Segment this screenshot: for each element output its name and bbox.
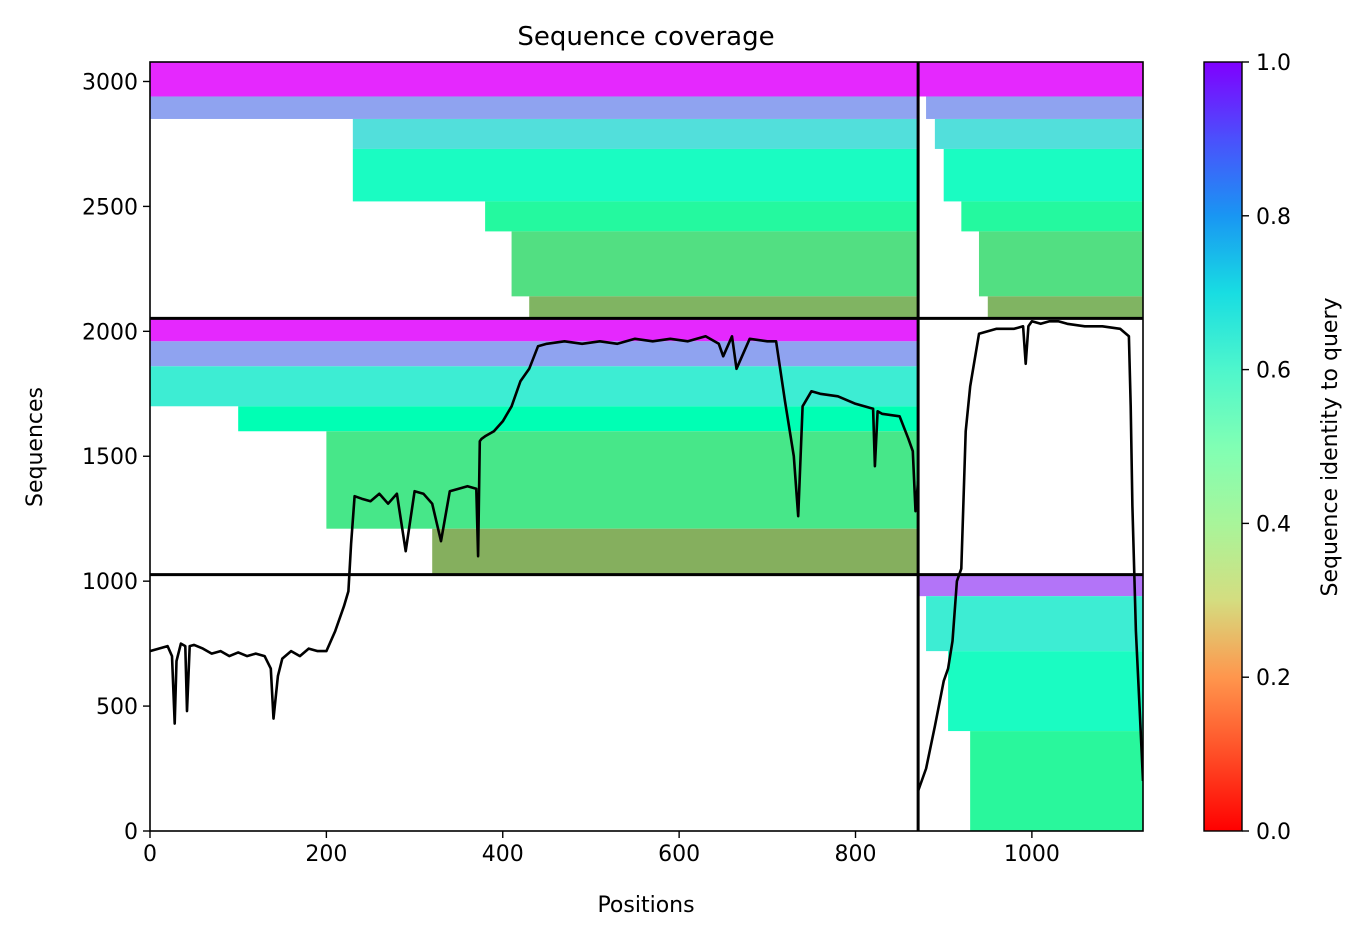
colorbar: [1203, 61, 1243, 832]
x-tick-label: 1000: [1004, 842, 1060, 867]
coverage-band: [326, 431, 919, 529]
x-tick-label: 400: [482, 842, 524, 867]
y-tick-label: 0: [124, 820, 138, 845]
coverage-band: [150, 318, 919, 342]
coverage-band: [918, 574, 1143, 597]
colorbar-ticks: 0.0 0.2 0.4 0.6 0.8 1.0: [1242, 51, 1291, 845]
coverage-band: [352, 148, 919, 202]
x-tick-label: 800: [835, 842, 877, 867]
y-tick-label: 1500: [82, 445, 138, 470]
x-axis-label: Positions: [597, 893, 694, 918]
colorbar-tick-label: 0.4: [1256, 512, 1291, 537]
coverage-band: [926, 96, 1143, 119]
x-axis-ticks: 0 200 400 600 800 1000: [143, 831, 1060, 867]
coverage-band: [934, 118, 1143, 149]
plot-frame: [149, 61, 1144, 832]
coverage-band: [943, 148, 1143, 202]
coverage-line-chain-b: [916, 319, 1143, 792]
y-tick-label: 2000: [82, 320, 138, 345]
coverage-heatmap: [150, 62, 1143, 831]
coverage-band: [150, 366, 919, 407]
coverage-band: [529, 296, 919, 319]
y-tick-label: 2500: [82, 195, 138, 220]
y-tick-label: 500: [96, 695, 138, 720]
coverage-band: [238, 406, 919, 432]
coverage-band: [926, 596, 1143, 652]
coverage-band: [987, 296, 1143, 319]
x-tick-label: 200: [305, 842, 347, 867]
colorbar-tick-label: 0.6: [1256, 359, 1291, 384]
y-axis-ticks: 0 500 1000 1500 2000 2500 3000: [82, 70, 150, 845]
coverage-band: [978, 231, 1143, 297]
coverage-band: [432, 528, 919, 575]
colorbar-label: Sequence identity to query: [1318, 297, 1343, 596]
coverage-band: [948, 651, 1143, 732]
coverage-band: [961, 201, 1143, 232]
coverage-band: [970, 731, 1143, 831]
y-tick-label: 3000: [82, 70, 138, 95]
coverage-lines: [150, 319, 1143, 792]
colorbar-tick-label: 0.2: [1256, 666, 1291, 691]
block-dividers: [150, 62, 1143, 831]
colorbar-tick-label: 0.8: [1256, 205, 1291, 230]
x-tick-label: 600: [658, 842, 700, 867]
y-tick-label: 1000: [82, 570, 138, 595]
chart-title: Sequence coverage: [517, 22, 774, 52]
coverage-band: [352, 118, 919, 149]
y-axis-label: Sequences: [23, 387, 48, 507]
coverage-band: [918, 62, 1143, 97]
coverage-band: [511, 231, 919, 297]
coverage-line-chain-a: [150, 334, 920, 725]
colorbar-tick-label: 0.0: [1256, 820, 1291, 845]
colorbar-tick-label: 1.0: [1256, 51, 1291, 76]
coverage-band: [150, 62, 919, 97]
x-tick-label: 0: [143, 842, 157, 867]
coverage-band: [485, 201, 919, 232]
coverage-band: [150, 96, 919, 119]
